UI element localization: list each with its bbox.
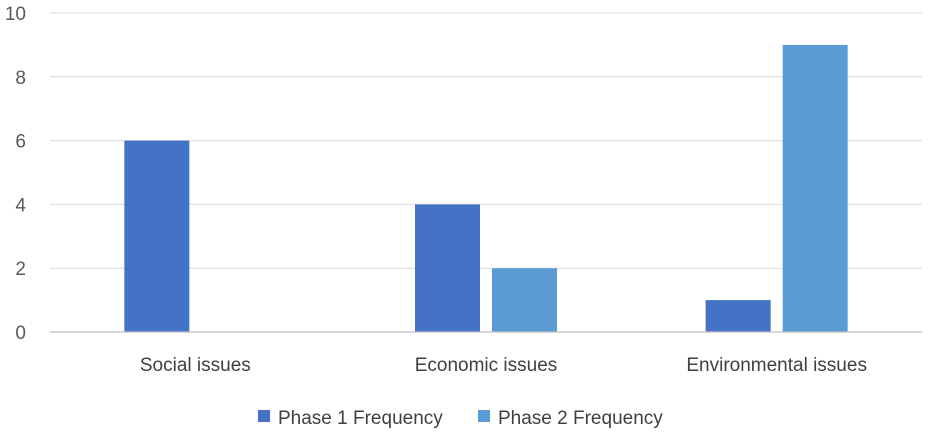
y-axis-ticks: 0 2 4 6 8 10 <box>5 4 27 344</box>
x-axis-categories: Social issues Economic issues Environmenta… <box>140 355 867 376</box>
gridlines <box>50 12 922 269</box>
x-category-label: Economic issues <box>415 355 558 376</box>
x-category-label: Social issues <box>140 355 251 376</box>
bar-2-1 <box>492 268 557 332</box>
y-tick-label: 2 <box>15 259 26 280</box>
legend-swatch-2 <box>478 410 490 422</box>
y-tick-label: 4 <box>15 195 26 216</box>
legend-label-2: Phase 2 Frequency <box>498 408 663 429</box>
bars <box>124 44 848 333</box>
y-tick-label: 10 <box>5 4 26 25</box>
legend-label-1: Phase 1 Frequency <box>278 408 443 429</box>
y-tick-label: 0 <box>15 323 26 344</box>
bar-1-2 <box>705 300 771 332</box>
y-tick-label: 8 <box>15 68 26 89</box>
y-tick-label: 6 <box>15 132 26 153</box>
bar-2-2 <box>782 44 848 333</box>
x-category-label: Environmental issues <box>686 355 867 376</box>
legend: Phase 1 Frequency Phase 2 Frequency <box>258 408 663 429</box>
legend-swatch-1 <box>258 410 270 422</box>
bar-1-1 <box>415 204 480 332</box>
bar-1-0 <box>124 140 190 332</box>
